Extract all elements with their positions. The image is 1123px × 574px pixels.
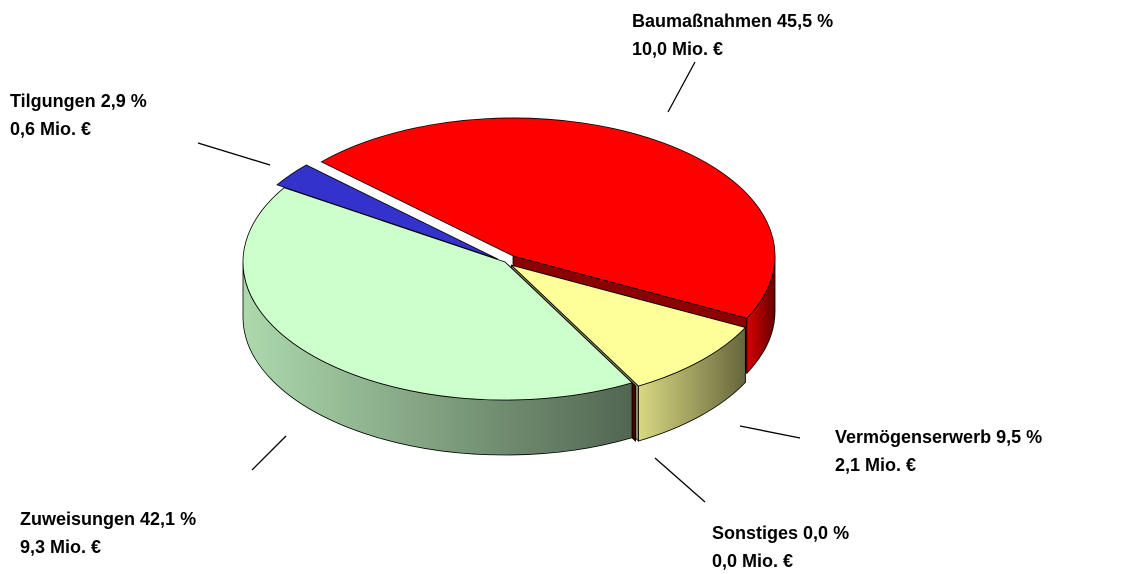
leader-line xyxy=(654,457,706,503)
percent-label: 0,0 % xyxy=(803,523,849,543)
category-name: Tilgungen xyxy=(10,91,96,111)
category-name: Baumaßnahmen xyxy=(632,11,772,31)
category-name: Sonstiges xyxy=(712,523,798,543)
percent-label: 2,9 % xyxy=(101,91,147,111)
slice-label: Sonstiges 0,0 % xyxy=(712,523,849,543)
pie-tops xyxy=(242,117,776,401)
slice xyxy=(242,187,633,401)
leader-line xyxy=(667,61,696,113)
category-name: Vermögenserwerb xyxy=(835,427,991,447)
amount-label: 9,3 Mio. € xyxy=(20,537,101,557)
percent-label: 9,5 % xyxy=(996,427,1042,447)
slice-label: Vermögenserwerb 9,5 % xyxy=(835,427,1042,447)
slice-label: Baumaßnahmen 45,5 % xyxy=(632,11,833,31)
percent-label: 42,1 % xyxy=(140,509,196,529)
amount-label: 0,0 Mio. € xyxy=(712,551,793,571)
slice-label: Tilgungen 2,9 % xyxy=(10,91,147,111)
leader-lines xyxy=(197,61,801,503)
amount-label: 0,6 Mio. € xyxy=(10,119,91,139)
leader-line xyxy=(251,435,287,471)
amount-label: 10,0 Mio. € xyxy=(632,39,723,59)
category-name: Zuweisungen xyxy=(20,509,135,529)
percent-label: 45,5 % xyxy=(777,11,833,31)
leader-line xyxy=(197,142,271,166)
slice-label: Zuweisungen 42,1 % xyxy=(20,509,196,529)
amount-label: 2,1 Mio. € xyxy=(835,455,916,475)
slice xyxy=(511,264,747,387)
leader-line xyxy=(739,425,801,439)
slice xyxy=(320,117,776,319)
slice xyxy=(276,164,499,260)
